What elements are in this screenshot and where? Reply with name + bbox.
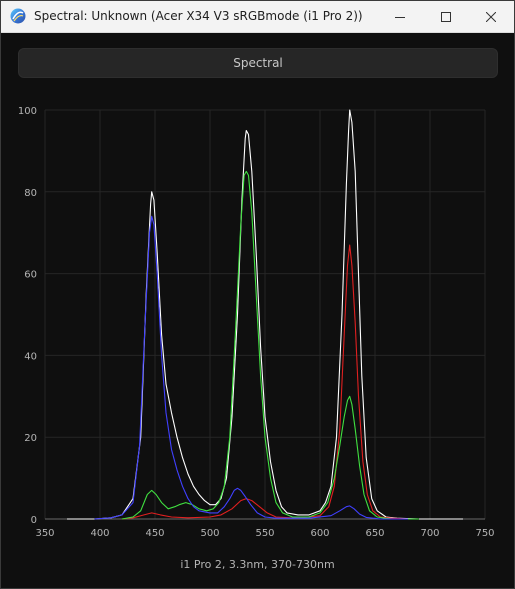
title-bar[interactable]: Spectral: Unknown (Acer X34 V3 sRGBmode … <box>1 1 514 33</box>
y-tick-label: 0 <box>31 515 37 526</box>
y-tick-label: 80 <box>24 188 37 199</box>
x-tick-label: 450 <box>145 528 164 539</box>
y-tick-label: 60 <box>24 270 37 281</box>
minimize-icon <box>395 16 405 18</box>
spectral-chart: 350 400 450 500 550 600 650 700 750 0 20 40 60 80 100 <box>18 106 495 539</box>
app-logo-icon <box>10 8 26 24</box>
close-icon <box>486 11 496 22</box>
x-tick-label: 550 <box>255 528 274 539</box>
x-tick-label: 500 <box>200 528 219 539</box>
x-tick-label: 600 <box>310 528 329 539</box>
white-series-line <box>67 109 463 520</box>
measurement-caption: i1 Pro 2, 3.3nm, 370-730nm <box>180 558 335 571</box>
close-button[interactable] <box>468 1 514 32</box>
blue-series-line <box>94 215 408 520</box>
spectral-tab-label: Spectral <box>233 56 283 70</box>
green-series-line <box>121 170 419 520</box>
x-tick-label: 400 <box>90 528 109 539</box>
minimize-button[interactable] <box>377 1 423 32</box>
y-tick-label: 40 <box>24 351 37 362</box>
x-tick-label: 700 <box>420 528 439 539</box>
maximize-button[interactable] <box>423 1 469 32</box>
spectral-tab[interactable]: Spectral <box>18 48 498 78</box>
y-tick-label: 100 <box>18 106 37 117</box>
maximize-icon <box>441 11 451 22</box>
x-tick-label: 650 <box>365 528 384 539</box>
x-tick-label: 750 <box>475 528 494 539</box>
y-tick-label: 20 <box>24 433 37 444</box>
window-title: Spectral: Unknown (Acer X34 V3 sRGBmode … <box>34 9 363 23</box>
x-tick-label: 350 <box>35 528 54 539</box>
